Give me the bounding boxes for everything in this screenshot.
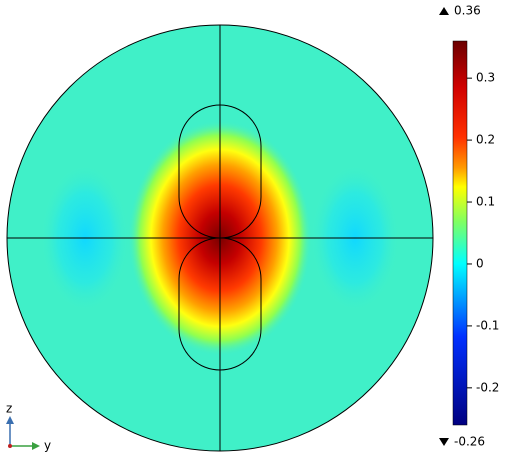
min-marker (439, 438, 449, 446)
colorbar-tick-label: 0.3 (476, 71, 495, 85)
geometry (6, 24, 434, 452)
colorbar-tick-label: 0.2 (476, 133, 495, 147)
colorbar-max: 0.36 (454, 4, 481, 18)
axis-triad: z y (6, 402, 51, 453)
axis-label: y (44, 439, 51, 453)
colorbar-tick-label: 0 (476, 256, 484, 270)
colorbar-min: -0.26 (454, 435, 485, 449)
colorbar-tick-label: 0.1 (476, 195, 495, 209)
colorbar-tick-label: -0.2 (476, 380, 499, 394)
colorbar (452, 40, 468, 426)
axis-label: z (6, 402, 12, 416)
colorbar-tick-label: -0.1 (476, 318, 499, 332)
max-marker (439, 7, 449, 15)
